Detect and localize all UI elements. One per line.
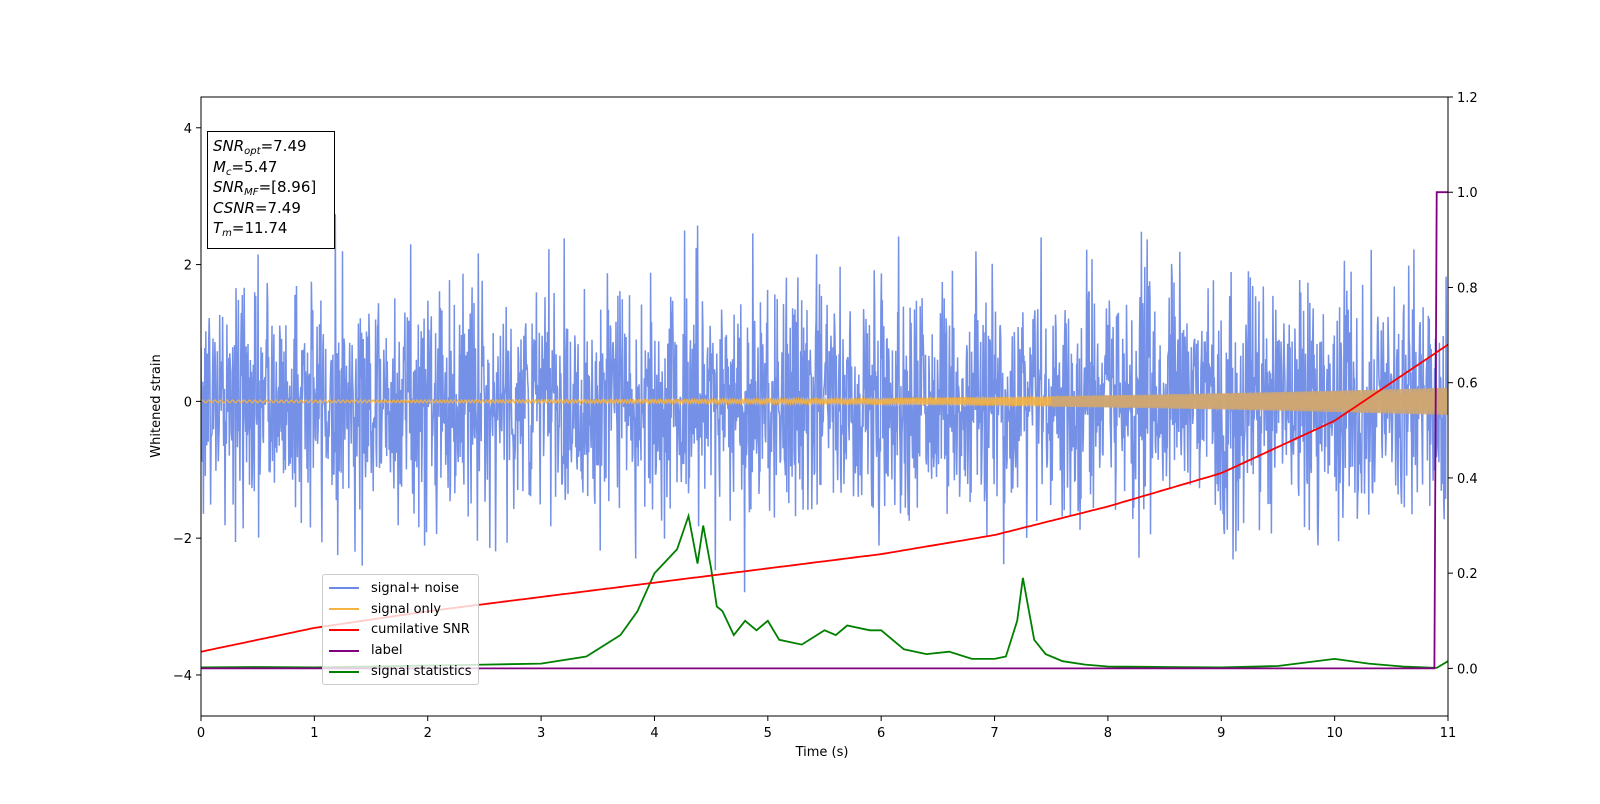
x-axis-label: Time (s) xyxy=(795,745,849,760)
y-tick-label: 0 xyxy=(184,395,192,410)
signal-noise-series xyxy=(201,214,1448,593)
x-tick-label: 2 xyxy=(424,726,432,741)
x-tick-label: 10 xyxy=(1326,726,1343,741)
y-tick-label: 2 xyxy=(184,259,192,274)
y2-tick-label: 0.8 xyxy=(1457,281,1478,296)
y2-tick-label: 0.2 xyxy=(1457,567,1478,582)
legend-item-cumulative-snr: cumilative SNR xyxy=(329,620,472,641)
y2-tick-label: 0.0 xyxy=(1457,662,1478,677)
x-tick-label: 9 xyxy=(1217,726,1225,741)
x-axis-ticks: 0 1 2 3 4 5 6 7 8 9 10 11 xyxy=(197,716,1456,741)
x-tick-label: 1 xyxy=(310,726,318,741)
legend-swatch xyxy=(329,628,359,631)
legend-swatch xyxy=(329,608,359,611)
y2-axis-ticks: 0.0 0.2 0.4 0.6 0.8 1.0 1.2 xyxy=(1448,91,1478,677)
label-line xyxy=(201,191,1448,670)
legend-item-signal-noise: signal+ noise xyxy=(329,578,472,599)
csnr-row: CSNR=7.49 xyxy=(213,198,301,217)
x-tick-label: 0 xyxy=(197,726,205,741)
x-tick-label: 5 xyxy=(764,726,772,741)
signal-only-series xyxy=(201,387,1448,415)
x-tick-label: 4 xyxy=(650,726,658,741)
snr-mf-row: SNRMF=[8.96] xyxy=(213,178,317,198)
legend-item-signal-only: signal only xyxy=(329,599,472,620)
y-axis-label: Whitened strain xyxy=(149,354,164,457)
x-tick-label: 6 xyxy=(877,726,885,741)
legend-swatch xyxy=(329,649,359,652)
y-tick-label: 4 xyxy=(184,122,192,137)
signal-only-envelope xyxy=(1051,387,1448,415)
x-tick-label: 8 xyxy=(1104,726,1112,741)
axes-frame xyxy=(200,96,1449,717)
y-axis-ticks: 4 2 0 −2 −4 xyxy=(173,122,201,684)
tm-row: Tm=11.74 xyxy=(213,219,288,239)
signal-noise-line xyxy=(201,214,1448,593)
signal-statistics-line xyxy=(201,512,1448,669)
y2-tick-label: 1.2 xyxy=(1457,91,1478,106)
y2-tick-label: 0.4 xyxy=(1457,472,1478,487)
legend-item-signal-statistics: signal statistics xyxy=(329,661,472,682)
legend: signal+ noise signal only cumilative SNR… xyxy=(322,574,479,685)
y-tick-label: −4 xyxy=(173,669,192,684)
y-tick-label: −2 xyxy=(173,532,192,547)
info-box: SNRopt=7.49 Mc=5.47 SNRMF=[8.96] CSNR=7.… xyxy=(207,131,335,249)
legend-swatch xyxy=(329,587,359,590)
x-tick-label: 7 xyxy=(990,726,998,741)
y2-tick-label: 1.0 xyxy=(1457,186,1478,201)
x-tick-label: 11 xyxy=(1440,726,1457,741)
y2-tick-label: 0.6 xyxy=(1457,377,1478,392)
legend-swatch xyxy=(329,670,359,673)
mc-row: Mc=5.47 xyxy=(213,157,278,178)
snr-opt-row: SNRopt=7.49 xyxy=(213,137,307,157)
legend-item-label: label xyxy=(329,640,472,661)
x-tick-label: 3 xyxy=(537,726,545,741)
